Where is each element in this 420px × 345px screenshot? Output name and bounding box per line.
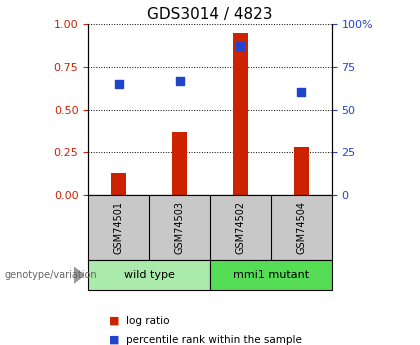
Polygon shape xyxy=(74,267,84,283)
Text: ■: ■ xyxy=(109,316,120,326)
Text: genotype/variation: genotype/variation xyxy=(4,270,97,280)
Point xyxy=(176,78,183,83)
Bar xyxy=(172,132,187,195)
Text: GSM74502: GSM74502 xyxy=(236,201,245,254)
Bar xyxy=(210,260,332,290)
Text: GSM74504: GSM74504 xyxy=(297,201,306,254)
Bar xyxy=(294,147,309,195)
Title: GDS3014 / 4823: GDS3014 / 4823 xyxy=(147,7,273,22)
Bar xyxy=(233,33,248,195)
Bar xyxy=(111,173,126,195)
Point xyxy=(237,43,244,49)
Text: wild type: wild type xyxy=(123,270,175,280)
Text: GSM74501: GSM74501 xyxy=(114,201,123,254)
Text: ■: ■ xyxy=(109,335,120,345)
Point xyxy=(298,90,305,95)
Bar xyxy=(88,260,210,290)
Text: GSM74503: GSM74503 xyxy=(175,201,184,254)
Text: mmi1 mutant: mmi1 mutant xyxy=(233,270,309,280)
Point xyxy=(115,81,122,87)
Text: log ratio: log ratio xyxy=(126,316,170,326)
Text: percentile rank within the sample: percentile rank within the sample xyxy=(126,335,302,345)
